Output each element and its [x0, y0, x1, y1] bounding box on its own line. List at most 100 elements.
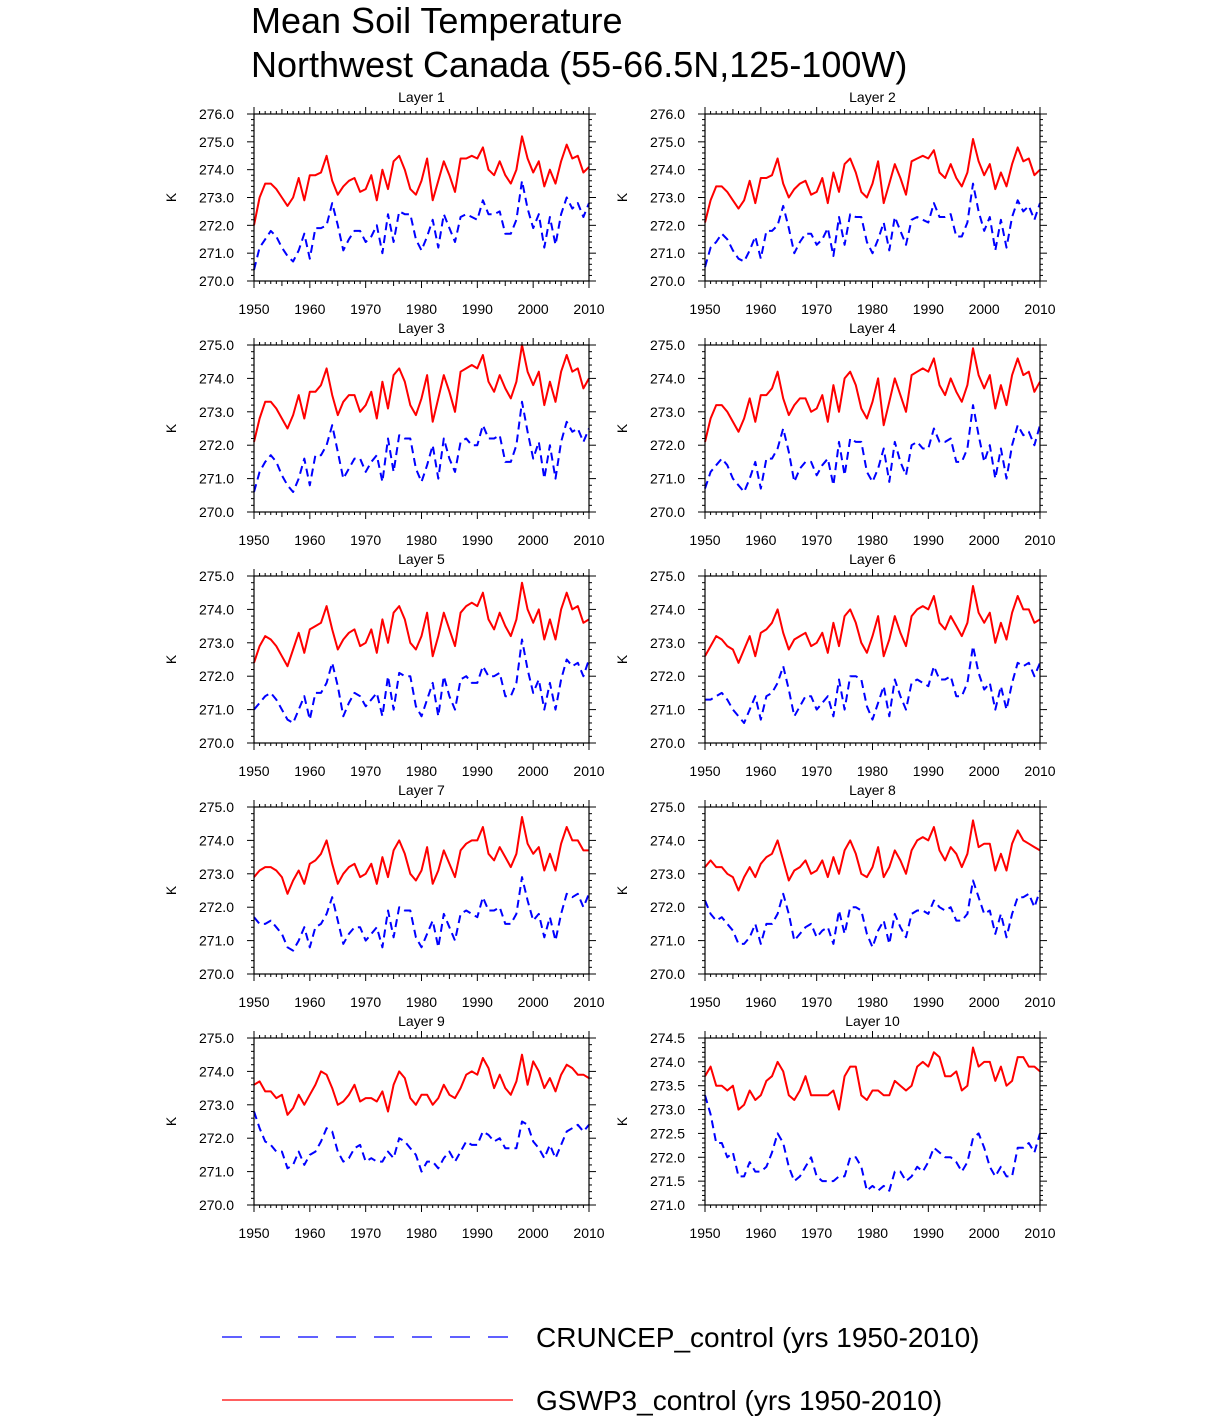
- y-tick-label: 271.0: [199, 471, 234, 487]
- x-tick-label: 1960: [294, 763, 325, 779]
- series-line-cruncep: [253, 638, 590, 724]
- y-tick-label: 273.5: [650, 1078, 685, 1094]
- x-tick-label: 2000: [518, 532, 549, 548]
- x-tick-label: 1980: [406, 763, 437, 779]
- y-tick-label: 271.0: [199, 933, 234, 949]
- series-line-cruncep: [253, 876, 590, 952]
- y-tick-label: 275.0: [650, 134, 685, 150]
- series-line-cruncep: [704, 1095, 1041, 1192]
- panel-8: Layer 8 K 1950 1960 1970 1980 1990 2000 2010 270.…: [614, 782, 1056, 1010]
- y-tick-label: 273.0: [650, 1102, 685, 1118]
- y-tick-label: 272.5: [650, 1125, 685, 1141]
- y-tick-label: 274.0: [199, 1063, 234, 1079]
- y-tick-label: 275.0: [199, 134, 234, 150]
- series-line-cruncep: [704, 404, 1041, 493]
- y-tick-label: 275.0: [650, 799, 685, 815]
- series-line-cruncep: [705, 645, 1041, 724]
- x-tick-label: 2010: [573, 301, 604, 317]
- x-tick-label: 1970: [801, 994, 832, 1010]
- y-tick-label: 275.0: [199, 568, 234, 584]
- y-tick-label: 275.0: [650, 337, 685, 353]
- y-tick-label: 271.0: [199, 702, 234, 718]
- x-tick-label: 1970: [350, 763, 381, 779]
- legend-label: GSWP3_control (yrs 1950-2010): [536, 1385, 942, 1416]
- y-tick-label: 273.0: [199, 1097, 234, 1113]
- panel-5: Layer 5 K 1950 1960 1970 1980 1990 2000 2010 270.…: [163, 551, 605, 779]
- panel-2: Layer 2 K 1950 1960 1970 1980 1990 2000 2010 270.…: [614, 89, 1056, 317]
- plot-frame: [704, 113, 1041, 282]
- y-tick-label: 271.0: [199, 1164, 234, 1180]
- y-tick-label: 270.0: [199, 735, 234, 751]
- series-line-gswp3: [253, 344, 590, 443]
- y-tick-label: 272.0: [199, 668, 234, 684]
- x-tick-label: 2010: [573, 532, 604, 548]
- x-tick-label: 1980: [406, 994, 437, 1010]
- x-tick-label: 1950: [689, 1225, 720, 1241]
- y-tick-label: 271.0: [650, 1197, 685, 1213]
- y-tick-label: 276.0: [650, 106, 685, 122]
- y-tick-label: 272.0: [650, 899, 685, 915]
- y-tick-label: 271.0: [199, 245, 234, 261]
- y-axis-label: K: [614, 192, 630, 202]
- y-tick-label: 270.0: [199, 273, 234, 289]
- plot-frame: [253, 575, 590, 744]
- y-axis-label: K: [163, 1116, 179, 1126]
- x-tick-label: 1960: [294, 301, 325, 317]
- panel-title: Layer 6: [849, 551, 896, 567]
- series-line-gswp3: [704, 347, 1041, 443]
- panel-title: Layer 1: [398, 89, 445, 105]
- y-tick-label: 273.0: [199, 866, 234, 882]
- x-tick-label: 1950: [238, 301, 269, 317]
- y-tick-label: 272.0: [650, 1149, 685, 1165]
- y-tick-label: 270.0: [650, 273, 685, 289]
- series-line-gswp3: [253, 581, 590, 668]
- x-tick-label: 1990: [913, 763, 944, 779]
- y-tick-label: 272.0: [199, 437, 234, 453]
- x-tick-label: 1950: [238, 1225, 269, 1241]
- x-tick-label: 1970: [801, 532, 832, 548]
- x-tick-label: 1950: [689, 763, 720, 779]
- x-tick-label: 2010: [1024, 1225, 1055, 1241]
- x-tick-label: 2010: [1024, 763, 1055, 779]
- x-tick-label: 1980: [406, 532, 437, 548]
- y-tick-label: 271.0: [650, 471, 685, 487]
- y-tick-label: 274.0: [199, 601, 234, 617]
- x-tick-label: 1990: [913, 301, 944, 317]
- figure-title-line-2: Northwest Canada (55-66.5N,125-100W): [251, 44, 908, 85]
- x-tick-label: 1980: [857, 763, 888, 779]
- y-tick-label: 273.0: [199, 404, 234, 420]
- legend-label: CRUNCEP_control (yrs 1950-2010): [536, 1322, 980, 1353]
- panel-title: Layer 3: [398, 320, 445, 336]
- y-tick-label: 274.0: [650, 601, 685, 617]
- x-tick-label: 2010: [573, 994, 604, 1010]
- y-tick-label: 271.0: [650, 245, 685, 261]
- x-tick-label: 1990: [462, 994, 493, 1010]
- x-tick-label: 2000: [969, 1225, 1000, 1241]
- y-tick-label: 274.0: [650, 370, 685, 386]
- panel-3: Layer 3 K 1950 1960 1970 1980 1990 2000 2010 270.…: [163, 320, 605, 548]
- x-tick-label: 1970: [801, 763, 832, 779]
- y-tick-label: 275.0: [199, 799, 234, 815]
- y-tick-label: 272.0: [199, 899, 234, 915]
- y-axis-label: K: [614, 885, 630, 895]
- x-tick-label: 1990: [913, 994, 944, 1010]
- panel-title: Layer 7: [398, 782, 445, 798]
- x-tick-label: 1950: [238, 763, 269, 779]
- y-tick-label: 271.0: [650, 702, 685, 718]
- plot-frame: [253, 344, 590, 513]
- x-tick-label: 1950: [689, 532, 720, 548]
- panel-9: Layer 9 K 1950 1960 1970 1980 1990 2000 2010 270.…: [163, 1013, 605, 1241]
- x-tick-label: 2010: [573, 763, 604, 779]
- x-tick-label: 1970: [350, 994, 381, 1010]
- series-line-gswp3: [704, 1046, 1041, 1111]
- x-tick-label: 1990: [913, 532, 944, 548]
- x-tick-label: 1970: [801, 301, 832, 317]
- x-tick-label: 2000: [518, 301, 549, 317]
- figure-title-line-1: Mean Soil Temperature: [251, 0, 623, 41]
- y-axis-label: K: [614, 654, 630, 664]
- y-tick-label: 275.0: [199, 337, 234, 353]
- x-tick-label: 1960: [745, 301, 776, 317]
- x-tick-label: 1990: [462, 532, 493, 548]
- x-tick-label: 1960: [294, 1225, 325, 1241]
